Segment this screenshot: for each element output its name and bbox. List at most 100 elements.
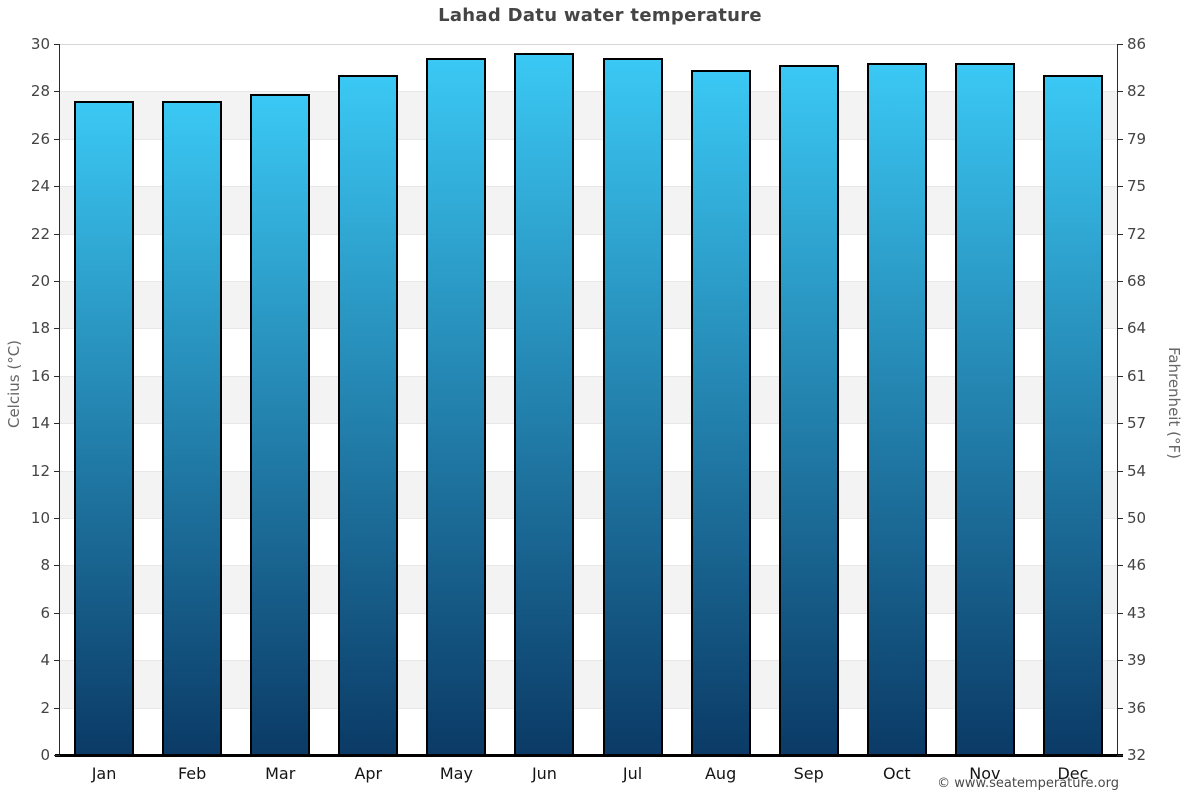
y-tick-label-celsius: 20 — [30, 272, 50, 290]
x-tick-label-dec: Dec — [1057, 764, 1089, 783]
y-tick-label-celsius: 4 — [40, 651, 50, 670]
bar-nov — [954, 62, 1015, 755]
left-tick — [54, 755, 60, 756]
bar-jun — [514, 53, 575, 755]
right-tick — [1117, 755, 1123, 756]
grid-band — [60, 518, 1117, 566]
y-tick-label-fahrenheit: 86 — [1127, 35, 1147, 53]
y-tick-label-celsius: 8 — [40, 556, 50, 575]
y-axis-title-fahrenheit: Fahrenheit (°F) — [1165, 347, 1183, 459]
x-tick-label-oct: Oct — [882, 764, 911, 783]
grid-band — [60, 470, 1117, 518]
y-tick-label-celsius: 26 — [30, 129, 50, 148]
grid-band — [60, 375, 1117, 424]
y-tick-label-celsius: 28 — [30, 82, 50, 101]
left-axis-line — [59, 44, 60, 755]
y-tick-label-fahrenheit: 50 — [1127, 509, 1147, 527]
right-tick — [1117, 423, 1123, 425]
bar-dec — [1042, 74, 1103, 755]
x-tick-label-nov: Nov — [969, 764, 1001, 783]
left-tick — [54, 375, 60, 377]
left-tick — [54, 518, 60, 519]
x-tick-label-may: May — [439, 764, 473, 783]
grid-band — [60, 138, 1117, 187]
grid-band — [60, 281, 1117, 329]
left-tick — [54, 565, 60, 567]
y-tick-label-fahrenheit: 39 — [1127, 651, 1147, 670]
right-tick — [1117, 660, 1123, 662]
y-tick-label-fahrenheit: 46 — [1127, 556, 1147, 575]
left-tick — [54, 138, 60, 140]
left-tick — [54, 660, 60, 662]
x-tick-label-jul: Jul — [622, 764, 643, 783]
y-tick-label-celsius: 2 — [40, 698, 50, 717]
left-tick — [54, 707, 60, 709]
y-tick-label-fahrenheit: 32 — [1127, 746, 1147, 764]
right-tick — [1117, 281, 1123, 282]
left-tick — [54, 423, 60, 425]
bar-sep — [778, 65, 839, 755]
y-tick-label-fahrenheit: 43 — [1127, 603, 1147, 622]
y-tick-label-fahrenheit: 82 — [1127, 82, 1147, 101]
y-tick-label-celsius: 12 — [30, 461, 50, 480]
bar-aug — [690, 70, 751, 755]
right-axis-line — [1117, 44, 1118, 755]
watermark-credit: © www.seatemperature.org — [937, 776, 1119, 791]
left-tick — [54, 186, 60, 188]
y-tick-label-celsius: 16 — [30, 366, 50, 385]
bar-jul — [602, 58, 663, 755]
x-tick-label-sep: Sep — [793, 764, 824, 783]
right-tick — [1117, 470, 1123, 472]
grid-band — [60, 233, 1117, 281]
grid-band — [60, 423, 1117, 471]
x-tick-label-jun: Jun — [531, 764, 557, 783]
y-tick-label-fahrenheit: 64 — [1127, 319, 1147, 338]
bar-mar — [250, 93, 311, 755]
y-tick-label-celsius: 14 — [30, 414, 50, 433]
right-tick — [1117, 375, 1123, 377]
y-tick-label-celsius: 30 — [30, 35, 50, 53]
right-tick — [1117, 44, 1123, 45]
right-tick — [1117, 612, 1123, 614]
bar-oct — [866, 62, 927, 755]
left-tick — [54, 91, 60, 93]
bar-feb — [162, 100, 223, 755]
right-tick — [1117, 186, 1123, 188]
y-tick-label-fahrenheit: 79 — [1127, 129, 1147, 148]
grid-band — [60, 186, 1117, 234]
grid-band — [60, 328, 1117, 376]
y-tick-label-fahrenheit: 57 — [1127, 414, 1147, 433]
right-tick — [1117, 328, 1123, 330]
y-tick-label-fahrenheit: 54 — [1127, 461, 1147, 480]
left-tick — [54, 44, 60, 45]
grid-band — [60, 91, 1117, 139]
right-tick — [1117, 91, 1123, 93]
plot-area — [60, 44, 1117, 755]
right-tick — [1117, 707, 1123, 709]
grid-band — [60, 612, 1117, 661]
x-tick-label-apr: Apr — [354, 764, 383, 783]
y-tick-label-celsius: 24 — [30, 177, 50, 196]
chart-title: Lahad Datu water temperature — [438, 5, 762, 26]
y-tick-label-celsius: 10 — [30, 509, 50, 527]
y-tick-label-celsius: 0 — [40, 746, 50, 764]
right-tick — [1117, 518, 1123, 519]
x-tick-label-mar: Mar — [265, 764, 296, 783]
right-tick — [1117, 233, 1123, 235]
bar-jan — [74, 100, 135, 755]
x-tick-label-feb: Feb — [177, 764, 207, 783]
y-tick-label-fahrenheit: 68 — [1127, 272, 1147, 290]
grid-band — [60, 565, 1117, 613]
y-tick-label-celsius: 22 — [30, 224, 50, 243]
bar-may — [426, 58, 487, 755]
left-tick — [54, 328, 60, 330]
x-axis-baseline — [55, 753, 1123, 757]
grid-band — [60, 660, 1117, 708]
y-tick-label-fahrenheit: 75 — [1127, 177, 1147, 196]
right-tick — [1117, 138, 1123, 140]
right-tick — [1117, 565, 1123, 567]
grid-band — [60, 707, 1117, 755]
left-tick — [54, 612, 60, 614]
y-tick-label-celsius: 18 — [30, 319, 50, 338]
